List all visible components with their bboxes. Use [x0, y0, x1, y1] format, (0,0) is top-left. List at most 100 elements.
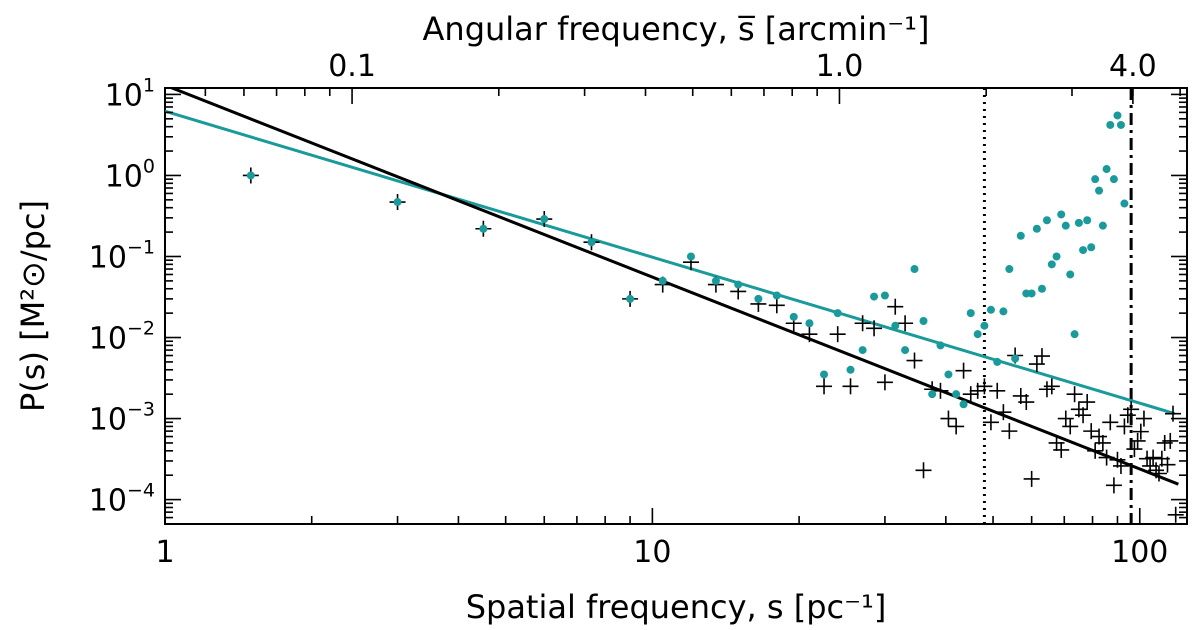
x-tick-label: 1 — [155, 535, 174, 570]
dot-point — [993, 357, 1002, 366]
dot-point — [1032, 224, 1041, 233]
dot-point — [986, 305, 995, 314]
dot-point — [734, 280, 743, 289]
plus-point — [995, 404, 1012, 421]
dot-point — [1011, 354, 1020, 363]
dot-point — [754, 294, 763, 303]
y-tick-base: 10 — [89, 240, 127, 275]
top-tick-label: 0.1 — [328, 49, 376, 84]
plus-point — [816, 378, 833, 395]
plus-point — [1033, 348, 1050, 365]
plus-point — [801, 326, 818, 343]
y-axis-label: P(s) [M²⊙/pc] — [14, 200, 52, 412]
dot-point — [1016, 231, 1025, 240]
plus-point — [1091, 428, 1108, 445]
dot-point — [479, 224, 488, 233]
dot-point — [711, 276, 720, 285]
dot-point — [820, 370, 829, 379]
plus-point — [1043, 378, 1060, 395]
plus-point — [1018, 394, 1035, 411]
plus-point — [866, 320, 883, 337]
top-tick-label: 1.0 — [816, 49, 864, 84]
plus-point — [1112, 457, 1129, 474]
dot-point — [1091, 175, 1100, 184]
dot-point — [772, 291, 781, 300]
dot-point — [789, 312, 798, 321]
dot-point — [952, 390, 961, 399]
dot-point — [1052, 252, 1061, 261]
plus-point — [897, 315, 914, 332]
dot-point — [910, 265, 919, 274]
dot-point — [1057, 210, 1066, 219]
teal-fit-line — [165, 109, 1176, 416]
dot-point — [393, 198, 402, 207]
y-tick-exponent: −3 — [127, 399, 155, 421]
black-plus-series-layer — [242, 167, 1184, 523]
dot-point — [1120, 199, 1129, 208]
plus-point — [940, 410, 957, 427]
plus-point — [1028, 356, 1045, 373]
dot-point — [1098, 221, 1107, 230]
plus-point — [1094, 434, 1111, 451]
dot-point — [880, 291, 889, 300]
plus-point — [1001, 423, 1018, 440]
plus-point — [1102, 414, 1119, 431]
plus-point — [1135, 410, 1152, 427]
dot-point — [1116, 120, 1125, 129]
dot-point — [1005, 265, 1014, 274]
plus-point — [969, 382, 986, 399]
plus-point — [1087, 442, 1104, 459]
dot-point — [973, 330, 982, 339]
plus-point — [948, 418, 965, 435]
dot-point — [1042, 216, 1051, 225]
y-tick-base: 10 — [105, 159, 143, 194]
plus-point — [1023, 470, 1040, 487]
dot-point — [1079, 246, 1088, 255]
y-tick-base: 10 — [89, 322, 127, 357]
y-tick-exponent: −1 — [127, 236, 155, 258]
plot-frame — [164, 87, 1188, 525]
x-tick-label: 10 — [633, 535, 671, 570]
plus-point — [1159, 456, 1176, 473]
dot-point — [1061, 221, 1070, 230]
dot-point — [1066, 270, 1075, 279]
y-tick-exponent: −2 — [127, 318, 155, 340]
plus-point — [1116, 418, 1133, 435]
y-tick-exponent: 0 — [143, 155, 155, 177]
dot-point — [805, 319, 814, 328]
top-tick-label: 4.0 — [1109, 49, 1157, 84]
dot-point — [901, 346, 910, 355]
dot-point — [1113, 111, 1122, 120]
y-tick-label: 100 — [105, 155, 155, 194]
plus-point — [1162, 432, 1179, 449]
y-tick-base: 10 — [89, 484, 127, 519]
dot-point — [1037, 284, 1046, 293]
dot-point — [1106, 120, 1115, 129]
plus-point — [976, 378, 993, 395]
dot-point — [936, 341, 945, 350]
plus-point — [1057, 410, 1074, 427]
x-tick-label: 100 — [1111, 535, 1168, 570]
dot-point — [686, 252, 695, 261]
dot-point — [540, 215, 549, 224]
y-tick-base: 10 — [89, 403, 127, 438]
plus-point — [1066, 386, 1083, 403]
top-axis-label: Angular frequency, s̅ [arcmin⁻¹] — [423, 10, 930, 48]
dot-point — [1087, 243, 1096, 252]
plus-point — [1132, 423, 1149, 440]
y-tick-label: 10−2 — [89, 318, 155, 357]
plus-point — [1129, 432, 1146, 449]
dot-point — [658, 276, 667, 285]
dot-point — [1102, 165, 1111, 174]
dot-point — [1027, 289, 1036, 298]
plus-point — [962, 386, 979, 403]
dot-point — [587, 238, 596, 247]
plus-point — [1109, 451, 1126, 468]
plus-point — [1126, 441, 1143, 458]
plus-point — [932, 382, 949, 399]
dot-point — [944, 370, 953, 379]
axes-frame-layer — [164, 87, 1188, 525]
plus-point — [1075, 407, 1092, 424]
dot-point — [846, 365, 855, 374]
plus-point — [915, 462, 932, 479]
